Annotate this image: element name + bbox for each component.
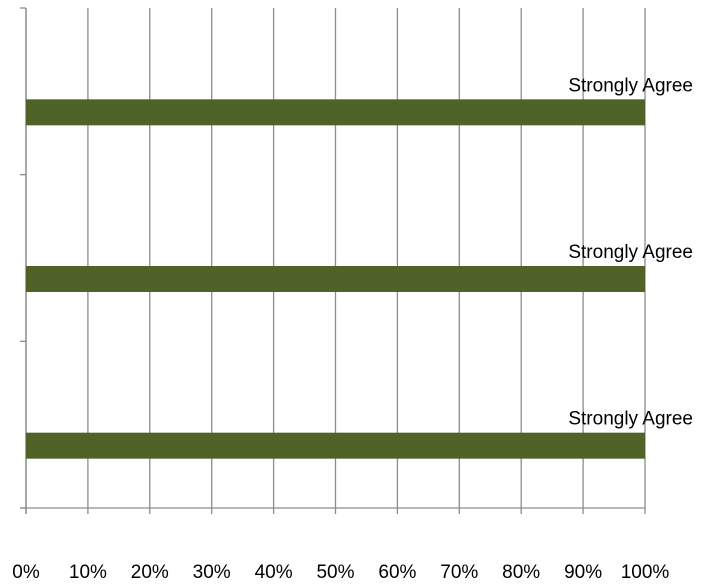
data-labels: Strongly Agree Strongly Agree Strongly Agr… bbox=[568, 75, 693, 429]
x-tick-label: 40% bbox=[255, 562, 293, 583]
x-tick-label: 60% bbox=[378, 562, 416, 583]
bar bbox=[26, 99, 645, 126]
x-tick-label: 50% bbox=[316, 562, 354, 583]
x-tick-label: 90% bbox=[564, 562, 602, 583]
data-label: Strongly Agree bbox=[568, 75, 693, 96]
x-tick-label: 10% bbox=[69, 562, 107, 583]
data-label: Strongly Agree bbox=[568, 242, 693, 263]
axes bbox=[20, 7, 646, 514]
x-tick-labels: 0% 10% 20% 30% 40% 50% 60% 70% 80% 90% 100% bbox=[12, 562, 669, 583]
gridlines bbox=[25, 8, 646, 508]
x-tick-label: 0% bbox=[12, 562, 40, 583]
bars bbox=[26, 99, 645, 459]
x-tick-label: 100% bbox=[621, 562, 670, 583]
x-tick-label: 80% bbox=[502, 562, 540, 583]
data-label: Strongly Agree bbox=[568, 409, 693, 430]
x-tick-label: 20% bbox=[131, 562, 169, 583]
x-tick-label: 30% bbox=[193, 562, 231, 583]
x-tick-label: 70% bbox=[440, 562, 478, 583]
bar bbox=[26, 266, 645, 292]
bar bbox=[26, 432, 645, 459]
